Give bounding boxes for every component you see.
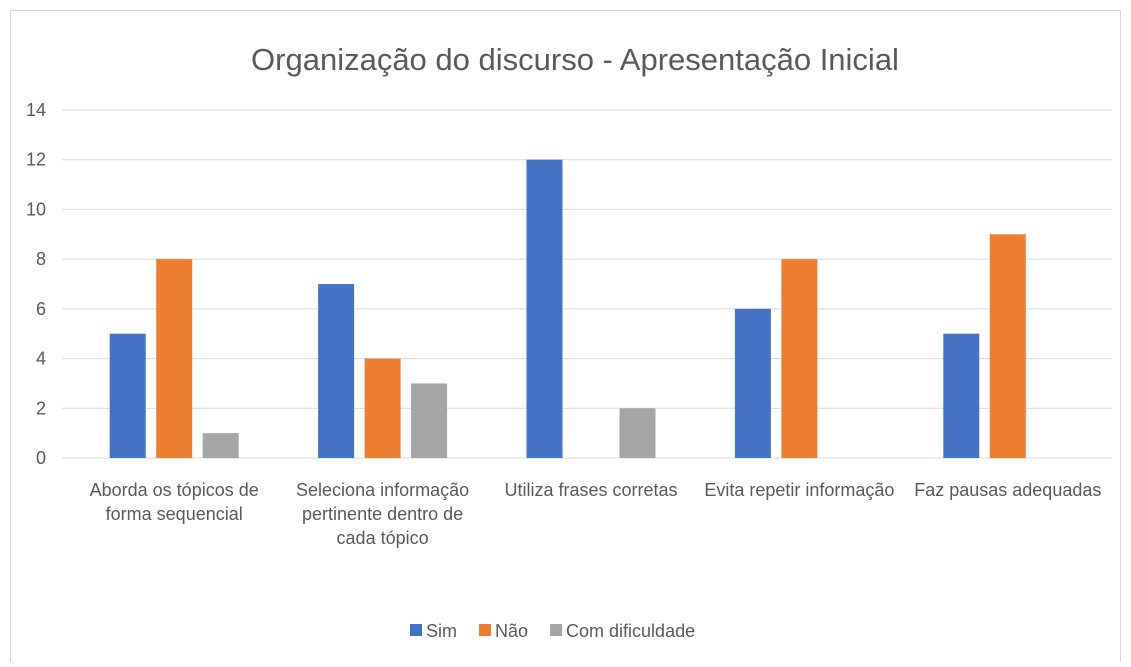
bar <box>364 358 401 458</box>
chart-frame <box>10 10 1121 667</box>
legend-label: Sim <box>426 621 457 641</box>
legend-swatch <box>479 624 491 636</box>
x-tick-label: Evita repetir informação <box>704 480 894 500</box>
bar <box>734 308 771 458</box>
y-tick-label: 14 <box>26 100 46 120</box>
y-tick-label: 4 <box>36 349 46 369</box>
bar <box>318 284 355 458</box>
legend-swatch <box>410 624 422 636</box>
y-tick-label: 6 <box>36 299 46 319</box>
x-tick-label: Seleciona informação pertinente dentro de… <box>296 480 469 548</box>
bar <box>781 259 818 458</box>
x-tick-label: Aborda os tópicos de forma sequencial <box>90 480 259 524</box>
legend-label: Não <box>495 621 528 641</box>
y-tick-label: 8 <box>36 249 46 269</box>
y-tick-label: 2 <box>36 398 46 418</box>
y-tick-label: 12 <box>26 150 46 170</box>
bar <box>202 433 239 458</box>
bar <box>411 383 448 458</box>
bar <box>989 234 1026 458</box>
bar <box>619 408 656 458</box>
x-tick-label: Utiliza frases corretas <box>504 480 677 500</box>
legend-label: Com dificuldade <box>566 621 695 641</box>
bar <box>526 159 563 458</box>
bar <box>943 333 980 458</box>
legend-swatch <box>550 624 563 636</box>
y-tick-label: 10 <box>26 199 46 219</box>
chart-title: Organização do discurso - Apresentação I… <box>251 42 899 77</box>
bar <box>156 259 193 458</box>
x-tick-label: Faz pausas adequadas <box>914 480 1101 500</box>
bar <box>109 333 146 458</box>
y-tick-label: 0 <box>36 448 46 468</box>
